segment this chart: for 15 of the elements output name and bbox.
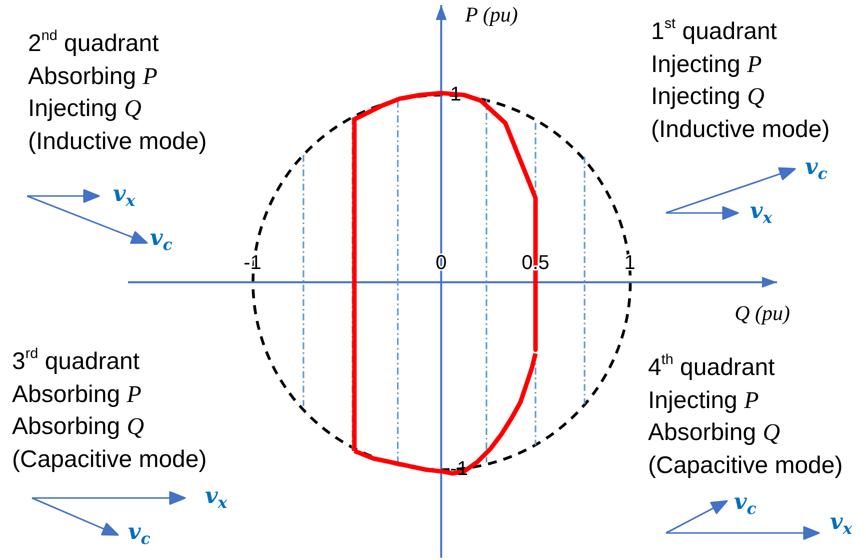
annotation: 4$^{th}$ quadrant Injecting P Absorbing Q (Capacitive mode)	[648, 352, 843, 480]
text: v$_{c}$	[805, 154, 828, 183]
annotation: 1$^{st}$ quadrant Injecting P Injecting Q (Inductive mode)	[651, 16, 830, 144]
annotation: 3$^{rd}$ quadrant Absorbing P Absorbing Q (Capacitive mode)	[12, 346, 207, 474]
x-tick-label: -1	[244, 252, 262, 274]
y-axis-title: P (pu)	[464, 2, 518, 27]
annotation: v$_{c}$	[150, 225, 172, 254]
annotation: v$_{c}$	[128, 519, 150, 548]
annotation: v$_{c}$	[734, 489, 756, 518]
annotation: 2$^{nd}$ quadrant Absorbing P Injecting Q (Inductive mode)	[28, 28, 207, 156]
x-axis-title: Q (pu)	[734, 300, 790, 325]
annotation: v$_{x}$	[113, 181, 136, 210]
text: v$_{x}$	[830, 509, 852, 538]
annotation: v$_{x}$	[750, 198, 772, 227]
annotation: v$_{x}$	[205, 483, 228, 512]
